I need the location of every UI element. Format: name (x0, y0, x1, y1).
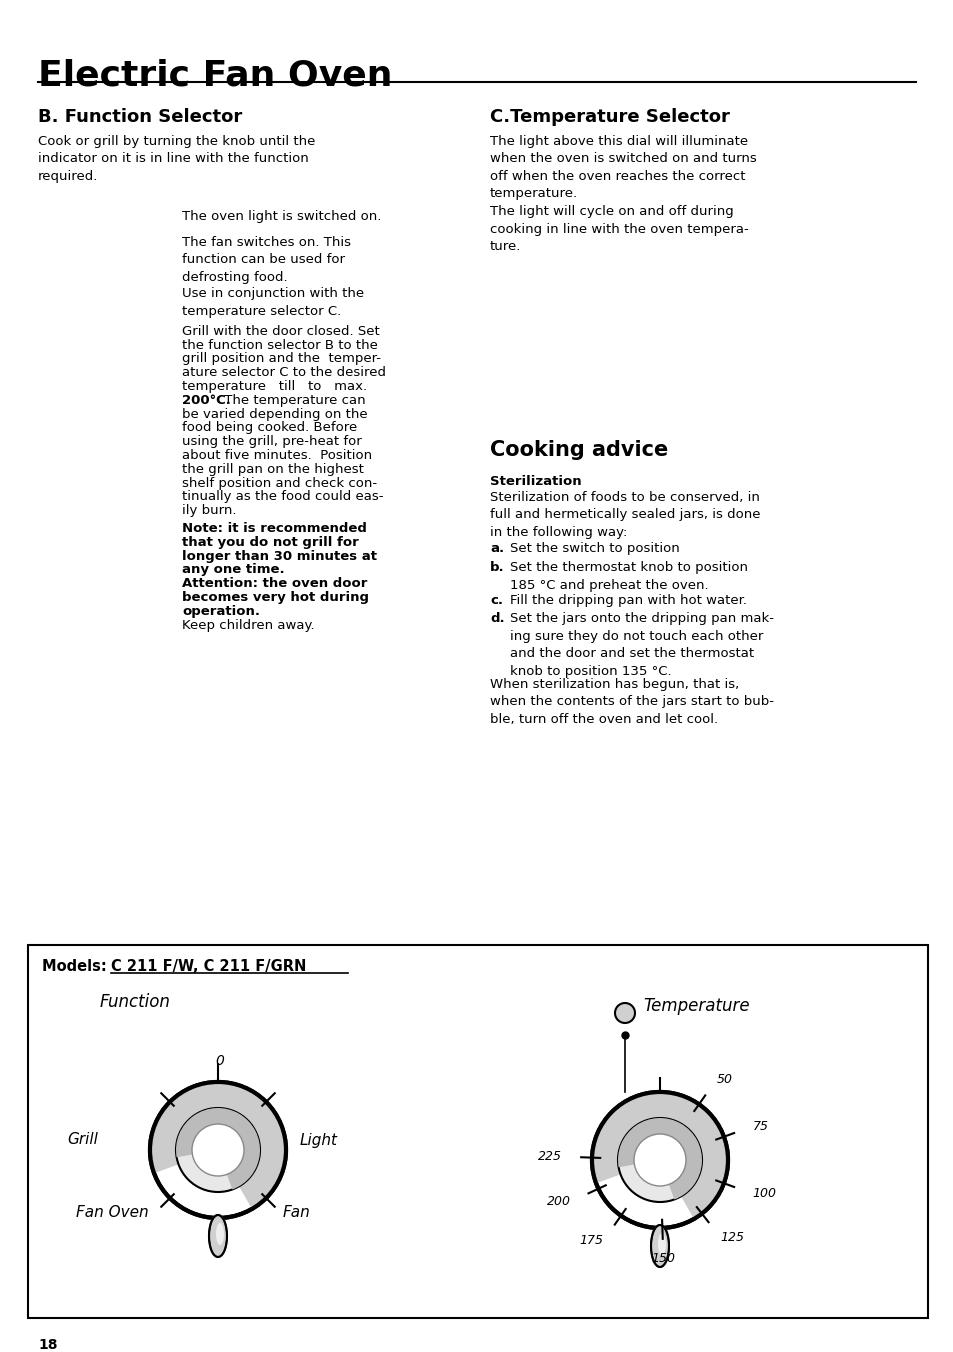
Wedge shape (592, 1092, 727, 1220)
Text: longer than 30 minutes at: longer than 30 minutes at (182, 550, 376, 562)
Text: The temperature can: The temperature can (220, 393, 365, 407)
Text: grill position and the  temper-: grill position and the temper- (182, 353, 380, 365)
Text: 225: 225 (537, 1151, 561, 1163)
Text: be varied depending on the: be varied depending on the (182, 407, 367, 420)
Wedge shape (618, 1118, 701, 1199)
Text: Keep children away.: Keep children away. (182, 619, 314, 631)
Text: ature selector C to the desired: ature selector C to the desired (182, 366, 386, 379)
Text: operation.: operation. (182, 604, 260, 618)
Text: the function selector B to the: the function selector B to the (182, 338, 377, 352)
Text: shelf position and check con-: shelf position and check con- (182, 477, 376, 489)
Text: C 211 F/W, C 211 F/GRN: C 211 F/W, C 211 F/GRN (111, 959, 306, 973)
Wedge shape (150, 1082, 286, 1209)
Text: 18: 18 (38, 1338, 57, 1352)
Text: Fan Oven: Fan Oven (76, 1205, 149, 1220)
Text: ily burn.: ily burn. (182, 504, 236, 518)
Text: Grill with the door closed. Set: Grill with the door closed. Set (182, 324, 379, 338)
Circle shape (615, 1003, 635, 1023)
Text: 50: 50 (716, 1072, 732, 1086)
Text: 200°C.: 200°C. (182, 393, 231, 407)
Text: Fan: Fan (283, 1205, 311, 1220)
Text: Attention: the oven door: Attention: the oven door (182, 577, 367, 591)
Text: Sterilization: Sterilization (490, 475, 581, 488)
Text: Set the jars onto the dripping pan mak-
ing sure they do not touch each other
an: Set the jars onto the dripping pan mak- … (510, 612, 773, 677)
Ellipse shape (658, 1233, 665, 1255)
Text: d.: d. (490, 612, 504, 626)
Circle shape (618, 1118, 701, 1202)
Wedge shape (175, 1109, 260, 1190)
Text: 150: 150 (651, 1252, 675, 1265)
Text: the grill pan on the highest: the grill pan on the highest (182, 462, 363, 476)
Text: Sterilization of foods to be conserved, in
full and hermetically sealed jars, is: Sterilization of foods to be conserved, … (490, 491, 760, 539)
Ellipse shape (215, 1224, 224, 1245)
Text: Cooking advice: Cooking advice (490, 439, 667, 460)
Text: Set the switch to position: Set the switch to position (510, 542, 679, 556)
Text: a.: a. (490, 542, 503, 556)
Text: Temperature: Temperature (642, 996, 749, 1015)
Text: 125: 125 (720, 1232, 744, 1244)
Text: Models:: Models: (42, 959, 112, 973)
Text: The oven light is switched on.: The oven light is switched on. (182, 210, 381, 223)
Text: Use in conjunction with the
temperature selector C.: Use in conjunction with the temperature … (182, 287, 364, 318)
Text: 175: 175 (578, 1234, 603, 1248)
Text: tinually as the food could eas-: tinually as the food could eas- (182, 491, 383, 503)
Text: Function: Function (100, 992, 171, 1011)
Text: B. Function Selector: B. Function Selector (38, 108, 242, 126)
Bar (28, 945, 927, 1318)
Text: 75: 75 (752, 1119, 768, 1133)
Text: becomes very hot during: becomes very hot during (182, 591, 369, 604)
Circle shape (175, 1109, 260, 1192)
Text: that you do not grill for: that you do not grill for (182, 535, 358, 549)
Text: Cook or grill by turning the knob until the
indicator on it is in line with the : Cook or grill by turning the knob until … (38, 135, 315, 183)
Text: any one time.: any one time. (182, 564, 284, 576)
Text: b.: b. (490, 561, 504, 575)
Text: Fill the dripping pan with hot water.: Fill the dripping pan with hot water. (510, 594, 746, 607)
Text: 100: 100 (752, 1187, 776, 1201)
Text: Set the thermostat knob to position
185 °C and preheat the oven.: Set the thermostat knob to position 185 … (510, 561, 747, 592)
Text: about five minutes.  Position: about five minutes. Position (182, 449, 372, 462)
Text: using the grill, pre-heat for: using the grill, pre-heat for (182, 435, 361, 449)
Text: When sterilization has begun, that is,
when the contents of the jars start to bu: When sterilization has begun, that is, w… (490, 677, 773, 726)
Text: Electric Fan Oven: Electric Fan Oven (38, 58, 392, 92)
Text: 0: 0 (215, 1055, 224, 1068)
Text: c.: c. (490, 594, 502, 607)
Text: temperature   till   to   max.: temperature till to max. (182, 380, 367, 393)
Ellipse shape (650, 1225, 668, 1267)
Circle shape (192, 1124, 244, 1176)
Text: C.Temperature Selector: C.Temperature Selector (490, 108, 729, 126)
Text: food being cooked. Before: food being cooked. Before (182, 422, 356, 434)
Text: Note: it is recommended: Note: it is recommended (182, 522, 367, 535)
Text: 200: 200 (546, 1195, 570, 1209)
Text: The fan switches on. This
function can be used for
defrosting food.: The fan switches on. This function can b… (182, 235, 351, 284)
Text: Light: Light (299, 1133, 337, 1148)
Text: The light above this dial will illuminate
when the oven is switched on and turns: The light above this dial will illuminat… (490, 135, 756, 253)
Text: Grill: Grill (67, 1133, 98, 1148)
Circle shape (150, 1082, 286, 1218)
Circle shape (592, 1092, 727, 1228)
Circle shape (634, 1134, 685, 1186)
Ellipse shape (209, 1215, 227, 1257)
